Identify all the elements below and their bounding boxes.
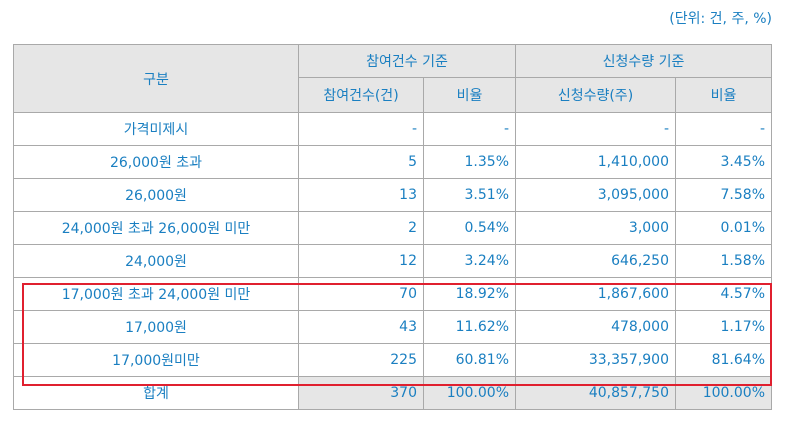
- table-row-highlighted: 17,000원 초과 24,000원 미만 70 18.92% 1,867,60…: [13, 277, 772, 311]
- row-label: 24,000원: [13, 244, 299, 278]
- cell-qty-ratio: 7.58%: [675, 178, 772, 212]
- table-row: 26,000원 13 3.51% 3,095,000 7.58%: [13, 178, 772, 212]
- cell-count-ratio: 0.54%: [423, 211, 516, 245]
- cell-qty: 1,867,600: [515, 277, 676, 311]
- demand-forecast-table: 구분 참여건수 기준 신청수량 기준 참여건수(건) 비율 신청수량(주) 비율…: [13, 44, 772, 410]
- cell-count: 225: [298, 343, 424, 377]
- total-row: 합계 370 100.00% 40,857,750 100.00%: [13, 376, 772, 410]
- header-participation-count: 참여건수(건): [298, 77, 424, 113]
- cell-count-ratio: 1.35%: [423, 145, 516, 179]
- cell-qty: 1,410,000: [515, 145, 676, 179]
- cell-count: 2: [298, 211, 424, 245]
- table-row-highlighted: 17,000원 43 11.62% 478,000 1.17%: [13, 310, 772, 344]
- cell-count-ratio: 18.92%: [423, 277, 516, 311]
- header-category: 구분: [13, 44, 299, 113]
- cell-count: 70: [298, 277, 424, 311]
- row-label: 26,000원 초과: [13, 145, 299, 179]
- table-row: 24,000원 초과 26,000원 미만 2 0.54% 3,000 0.01…: [13, 211, 772, 245]
- cell-qty-ratio: -: [675, 112, 772, 146]
- cell-qty: 646,250: [515, 244, 676, 278]
- cell-count-ratio: 3.51%: [423, 178, 516, 212]
- cell-qty: 33,357,900: [515, 343, 676, 377]
- cell-count-ratio: 60.81%: [423, 343, 516, 377]
- cell-qty-ratio: 1.58%: [675, 244, 772, 278]
- header-group-participation: 참여건수 기준: [298, 44, 516, 78]
- total-count: 370: [298, 376, 424, 410]
- header-group-quantity: 신청수량 기준: [515, 44, 772, 78]
- cell-count: 13: [298, 178, 424, 212]
- header-quantity-ratio: 비율: [675, 77, 772, 113]
- table-row: 가격미제시 - - - -: [13, 112, 772, 146]
- cell-qty-ratio: 4.57%: [675, 277, 772, 311]
- table-row: 26,000원 초과 5 1.35% 1,410,000 3.45%: [13, 145, 772, 179]
- cell-qty: 3,000: [515, 211, 676, 245]
- row-label: 17,000원미만: [13, 343, 299, 377]
- row-label: 17,000원: [13, 310, 299, 344]
- total-qty-ratio: 100.00%: [675, 376, 772, 410]
- table-row: 24,000원 12 3.24% 646,250 1.58%: [13, 244, 772, 278]
- cell-qty: -: [515, 112, 676, 146]
- cell-count-ratio: -: [423, 112, 516, 146]
- cell-count: 43: [298, 310, 424, 344]
- row-label: 24,000원 초과 26,000원 미만: [13, 211, 299, 245]
- cell-count: -: [298, 112, 424, 146]
- cell-qty-ratio: 3.45%: [675, 145, 772, 179]
- total-label: 합계: [13, 376, 299, 410]
- cell-qty-ratio: 1.17%: [675, 310, 772, 344]
- table-row-highlighted: 17,000원미만 225 60.81% 33,357,900 81.64%: [13, 343, 772, 377]
- cell-qty: 478,000: [515, 310, 676, 344]
- cell-count-ratio: 11.62%: [423, 310, 516, 344]
- cell-count: 12: [298, 244, 424, 278]
- row-label: 가격미제시: [13, 112, 299, 146]
- cell-qty-ratio: 81.64%: [675, 343, 772, 377]
- row-label: 17,000원 초과 24,000원 미만: [13, 277, 299, 311]
- cell-count-ratio: 3.24%: [423, 244, 516, 278]
- header-participation-ratio: 비율: [423, 77, 516, 113]
- cell-qty-ratio: 0.01%: [675, 211, 772, 245]
- row-label: 26,000원: [13, 178, 299, 212]
- cell-qty: 3,095,000: [515, 178, 676, 212]
- unit-note: (단위: 건, 주, %): [669, 11, 772, 27]
- header-quantity: 신청수량(주): [515, 77, 676, 113]
- total-qty: 40,857,750: [515, 376, 676, 410]
- total-count-ratio: 100.00%: [423, 376, 516, 410]
- cell-count: 5: [298, 145, 424, 179]
